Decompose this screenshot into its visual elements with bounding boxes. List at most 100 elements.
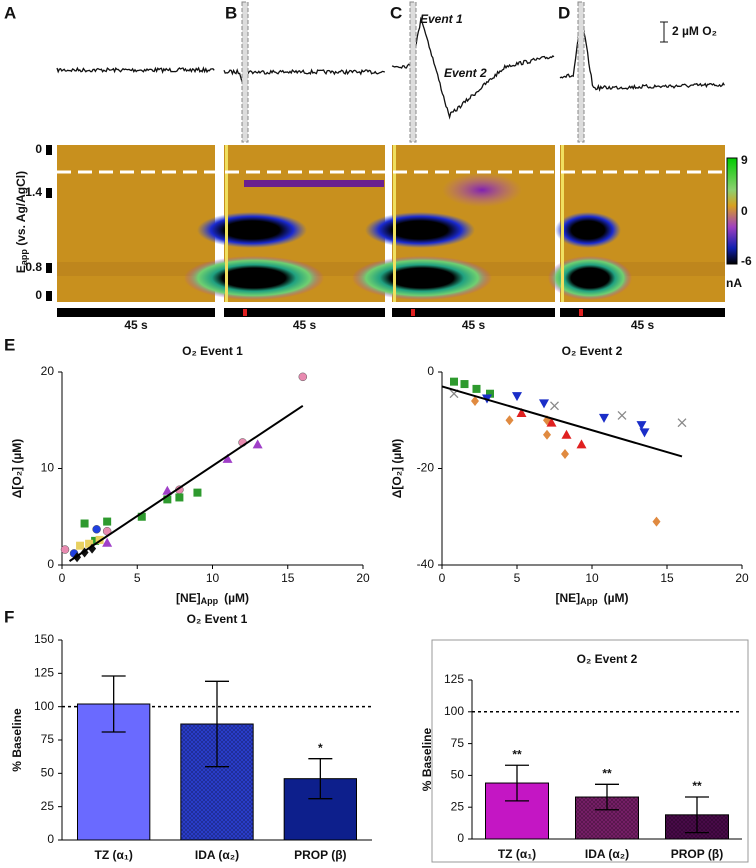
point (652, 516, 661, 527)
y-axis-label: Eapp (vs. Ag/AgCl) (14, 171, 29, 273)
point (576, 439, 587, 449)
panel-label: D (558, 3, 570, 22)
point (677, 418, 687, 428)
point (486, 389, 494, 398)
blob (197, 212, 307, 248)
x-tick-label: TZ (α₁) (95, 848, 133, 862)
y-axis-label: % Baseline (420, 727, 434, 791)
y-tick-label: 10 (41, 461, 55, 475)
point (60, 545, 70, 554)
point (561, 449, 569, 460)
chart-title: O₂ Event 1 (187, 612, 248, 626)
trace (559, 16, 725, 92)
y-tick-label: 75 (41, 732, 55, 746)
x-tick-label: 15 (660, 571, 674, 585)
label-part: (µM) (224, 591, 249, 605)
y-tick-label: 150 (34, 632, 54, 646)
trace (223, 68, 386, 85)
error-bar (101, 675, 126, 733)
y-tick-label: 0 (35, 288, 42, 302)
y-tick-label: 100 (444, 704, 464, 718)
point (162, 485, 173, 495)
x-tick-label: 20 (356, 571, 370, 585)
blob (548, 256, 632, 300)
point (92, 525, 101, 534)
point (505, 415, 514, 426)
y-tick-label: 0 (47, 832, 54, 846)
y-tick-label: 125 (444, 672, 464, 686)
stim-marker (409, 1, 417, 143)
stim-tick (243, 309, 247, 316)
point (599, 413, 609, 423)
point (85, 539, 94, 548)
stim-marker (241, 1, 249, 143)
trace (56, 66, 215, 74)
significance: ** (692, 779, 702, 793)
label-part: App (580, 596, 598, 606)
fit-line (68, 404, 304, 562)
point (471, 395, 479, 406)
stim-line (225, 145, 228, 302)
y-tick-label: -40 (417, 557, 435, 571)
significance: ** (512, 747, 522, 761)
y-tick-label: 50 (451, 768, 465, 782)
point (617, 410, 627, 420)
label-part: [NE] (176, 591, 201, 605)
scale-label: 2 µM O₂ (672, 24, 717, 38)
colorbar-tick-label: -6 (741, 254, 752, 268)
blob (442, 173, 522, 207)
stim-tick (579, 309, 583, 316)
x-tick-label: 0 (439, 571, 446, 585)
x-tick-label: 5 (134, 571, 141, 585)
x-tick-label: PROP (β) (294, 848, 346, 862)
trace (391, 16, 555, 120)
x-tick-label: IDA (α₂) (585, 847, 629, 861)
colorbar (726, 157, 738, 265)
y-tick-label: -1.4 (21, 185, 42, 199)
chart-title: O₂ Event 1 (182, 344, 243, 358)
blob (184, 256, 324, 300)
y-tick-label: 0 (47, 557, 54, 571)
point (222, 453, 233, 463)
chart-title: O₂ Event 2 (562, 344, 623, 358)
x-tick-label: 15 (281, 571, 295, 585)
point (88, 543, 97, 554)
y-tick-label: 125 (34, 666, 54, 680)
error-bar (308, 758, 333, 800)
label-part: (µM) (604, 591, 629, 605)
color-band (57, 262, 215, 276)
band (244, 180, 384, 187)
point (639, 428, 650, 438)
x-axis-label: [NE]App (µM) (555, 591, 628, 606)
x-tick-label: 0 (59, 571, 66, 585)
x-tick-label: TZ (α₁) (498, 847, 536, 861)
panels-a-d: A B C D Event 1 Event 2 2 µM O₂ E F Eapp… (4, 3, 749, 863)
y-tick-label: 25 (451, 799, 465, 813)
point (102, 537, 113, 547)
point (543, 429, 551, 440)
error-bar (685, 796, 709, 834)
y-axis-label: % Baseline (10, 708, 24, 772)
stim-line (393, 145, 396, 302)
y-tick-label: -20 (417, 461, 435, 475)
point (460, 380, 469, 389)
x-tick-label: 5 (514, 571, 521, 585)
significance: * (318, 741, 323, 755)
point (546, 417, 557, 427)
blob (555, 212, 621, 248)
point (80, 519, 89, 528)
y-tick-label: 20 (41, 364, 55, 378)
time-label: 45 s (631, 318, 655, 332)
panel-label: B (225, 3, 237, 22)
scale-bar (660, 21, 668, 43)
tick-block (46, 263, 52, 273)
point (163, 495, 172, 504)
y-tick-label: 0 (457, 831, 464, 845)
event-label: Event 2 (444, 66, 487, 80)
panel-label: E (4, 335, 15, 354)
tick-block (46, 188, 52, 198)
y-tick-label: 0 (427, 364, 434, 378)
colorbar-unit: nA (726, 276, 742, 290)
point (550, 401, 559, 411)
point (516, 408, 527, 418)
